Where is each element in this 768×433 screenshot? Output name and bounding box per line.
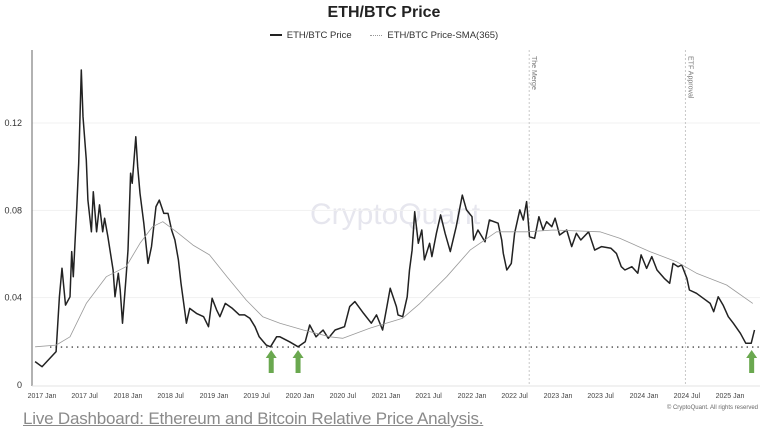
legend-label: ETH/BTC Price (286, 29, 352, 41)
price-series-line (34, 69, 756, 368)
green-arrow-up-icon (265, 350, 277, 373)
annotation-label: ETF Approval (686, 56, 693, 99)
y-tick-label: 0.08 (4, 205, 22, 215)
y-tick-label: 0.12 (4, 118, 22, 128)
x-tick-label: 2019 Jan (200, 393, 229, 400)
legend-swatch-solid (269, 34, 282, 36)
x-tick-label: 2022 Jul (501, 393, 528, 400)
watermark: CryptoQuant (310, 198, 481, 231)
chart-title: ETH/BTC Price (327, 4, 441, 21)
x-tick-label: 2025 Jan (716, 393, 745, 400)
x-tick-label: 2018 Jul (157, 393, 184, 400)
x-tick-label: 2021 Jul (415, 393, 442, 400)
y-tick-label: 0.04 (4, 293, 22, 303)
sma-series-line (35, 221, 754, 348)
x-tick-label: 2023 Jan (544, 393, 573, 400)
green-arrow-up-icon (292, 350, 304, 373)
x-tick-label: 2021 Jan (372, 393, 401, 400)
legend-swatch-thin (370, 35, 383, 36)
x-tick-label: 2024 Jul (674, 393, 701, 400)
y-tick-label: 0 (17, 380, 22, 390)
chart-legend: ETH/BTC Price ETH/BTC Price-SMA(365) (0, 28, 768, 41)
green-arrow-up-icon (746, 350, 758, 373)
x-tick-label: 2017 Jul (71, 393, 98, 400)
live-dashboard-link[interactable]: Live Dashboard: Ethereum and Bitcoin Rel… (23, 409, 484, 428)
x-tick-label: 2019 Jul (243, 393, 270, 400)
x-tick-label: 2023 Jul (587, 393, 614, 400)
x-tick-label: 2020 Jul (330, 393, 357, 400)
legend-item-sma[interactable]: ETH/BTC Price-SMA(365) (370, 30, 498, 41)
x-tick-label: 2018 Jan (114, 393, 143, 400)
copyright-notice: © CryptoQuant. All rights reserved (666, 405, 758, 411)
x-tick-label: 2020 Jan (286, 393, 315, 400)
legend-item-price[interactable]: ETH/BTC Price (269, 29, 352, 41)
legend-label: ETH/BTC Price-SMA(365) (387, 30, 499, 41)
x-tick-label: 2017 Jan (28, 393, 57, 400)
annotation-label: The Merge (530, 56, 537, 90)
x-tick-label: 2022 Jan (458, 393, 487, 400)
x-tick-label: 2024 Jan (630, 393, 659, 400)
